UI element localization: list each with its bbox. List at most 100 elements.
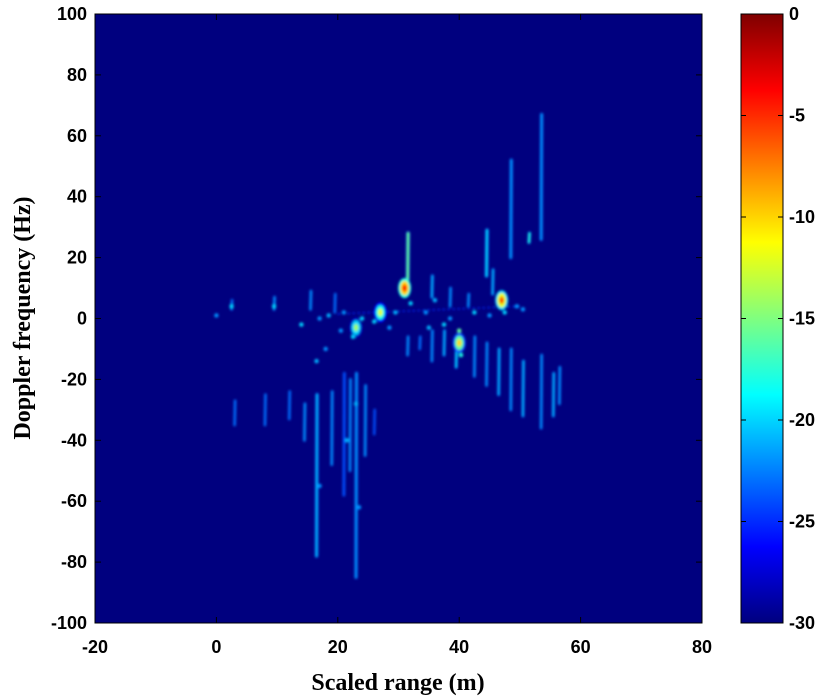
y-tick-label: 0 xyxy=(77,309,87,329)
x-tick-label: 80 xyxy=(692,637,712,657)
y-tick-label: -80 xyxy=(61,552,87,572)
doppler-streak-core xyxy=(448,286,452,308)
doppler-streak-core xyxy=(485,228,489,278)
doppler-streak-core xyxy=(491,268,495,296)
scatter-point xyxy=(317,316,322,321)
x-tick-label: 0 xyxy=(211,637,221,657)
scatter-point xyxy=(441,322,447,327)
scatter-point xyxy=(353,401,359,406)
doppler-streak-core xyxy=(430,274,434,299)
doppler-streak-core xyxy=(263,393,267,427)
scatter-point xyxy=(229,304,234,309)
doppler-streak-core xyxy=(539,113,543,241)
scatter-point xyxy=(356,505,362,510)
doppler-streak-core xyxy=(330,390,334,466)
colorbar-tick-labels: 0 -5 -10 -15 -20 -25 -30 xyxy=(789,4,815,633)
scatter-blob-core xyxy=(353,324,359,332)
y-tick-label: 20 xyxy=(67,248,87,268)
scatter-point xyxy=(393,310,398,315)
doppler-streak-core xyxy=(406,335,410,357)
scatter-point xyxy=(359,316,365,321)
scatter-point xyxy=(520,307,526,312)
colorbar-tick-label: -15 xyxy=(789,309,815,329)
doppler-streak-core xyxy=(509,158,513,259)
doppler-streak-core xyxy=(509,347,513,411)
doppler-streak-core xyxy=(333,293,337,314)
colorbar-tick-label: -5 xyxy=(789,106,805,126)
doppler-streak-core xyxy=(342,372,346,497)
y-tick-label: 100 xyxy=(57,4,87,24)
y-tick-label: -40 xyxy=(61,430,87,450)
heatmap-marks xyxy=(214,112,562,580)
doppler-ridge xyxy=(337,305,520,315)
heatmap-plot-area xyxy=(94,13,703,624)
doppler-streak-core xyxy=(315,393,319,558)
scatter-point xyxy=(387,325,392,330)
scatter-point xyxy=(514,304,520,309)
scatter-point xyxy=(326,313,331,318)
doppler-streak-core xyxy=(373,408,376,436)
scatter-point xyxy=(502,310,507,315)
doppler-streak-core xyxy=(467,293,470,308)
x-tick-label: 20 xyxy=(328,637,348,657)
y-tick-label: -60 xyxy=(61,491,87,511)
doppler-streak-core xyxy=(521,360,525,418)
scatter-blob-core xyxy=(499,296,504,304)
y-tick-label: 60 xyxy=(67,126,87,146)
y-axis-label: Doppler frequency (Hz) xyxy=(10,196,36,439)
scatter-point xyxy=(447,316,453,321)
scatter-point xyxy=(350,334,356,339)
scatter-point xyxy=(323,346,328,352)
scatter-point xyxy=(338,328,344,333)
doppler-streak-core xyxy=(527,232,531,244)
axis-tick-marks xyxy=(94,13,703,624)
y-tick-label: 40 xyxy=(67,187,87,207)
x-tick-label: 40 xyxy=(449,637,469,657)
doppler-streak-core xyxy=(430,329,434,363)
x-axis-label: Scaled range (m) xyxy=(311,670,484,696)
doppler-streak-core xyxy=(540,353,543,430)
scatter-point xyxy=(314,358,319,364)
scatter-blob-core xyxy=(456,339,462,347)
doppler-streak-core xyxy=(497,347,501,396)
scatter-point xyxy=(214,313,219,318)
scatter-point xyxy=(341,310,347,315)
colorbar-tick-label: -20 xyxy=(789,410,815,430)
doppler-streak-core xyxy=(552,372,555,418)
scatter-point xyxy=(472,310,477,315)
doppler-streak-core xyxy=(442,329,446,357)
doppler-streak-core xyxy=(418,335,422,351)
scatter-point xyxy=(432,298,438,303)
scatter-point xyxy=(457,328,462,333)
scatter-point xyxy=(299,322,304,327)
doppler-streak-core xyxy=(485,341,489,387)
scatter-point xyxy=(372,319,377,324)
scatter-blob-core xyxy=(402,284,407,292)
scatter-point xyxy=(317,483,322,489)
colorbar-tick-label: 0 xyxy=(789,4,799,24)
scatter-point xyxy=(458,352,464,358)
y-tick-labels: 100 80 60 40 20 0 -20 -40 -60 -80 -100 xyxy=(51,4,87,633)
doppler-streak-core xyxy=(364,384,367,457)
scatter-point xyxy=(271,304,277,309)
x-tick-label: -20 xyxy=(82,637,108,657)
doppler-streak-core xyxy=(473,335,476,378)
colorbar-tick-label: -30 xyxy=(789,613,815,633)
y-tick-label: -20 xyxy=(61,369,87,389)
doppler-streak-core xyxy=(288,390,291,421)
scatter-point xyxy=(423,310,429,315)
scatter-point xyxy=(408,301,413,306)
doppler-streak-core xyxy=(309,289,313,311)
colorbar-tick-label: -10 xyxy=(789,207,815,227)
doppler-streak-core xyxy=(354,372,358,579)
colorbar xyxy=(740,13,784,624)
y-tick-label: -100 xyxy=(51,613,87,633)
doppler-streak-core xyxy=(233,399,237,427)
x-tick-label: 60 xyxy=(571,637,591,657)
doppler-streak-core xyxy=(348,378,352,472)
scatter-point xyxy=(487,313,492,318)
doppler-streak-core xyxy=(303,402,307,442)
scatter-point xyxy=(344,438,350,443)
y-tick-label: 80 xyxy=(67,65,87,85)
scatter-blob-core xyxy=(378,308,383,317)
